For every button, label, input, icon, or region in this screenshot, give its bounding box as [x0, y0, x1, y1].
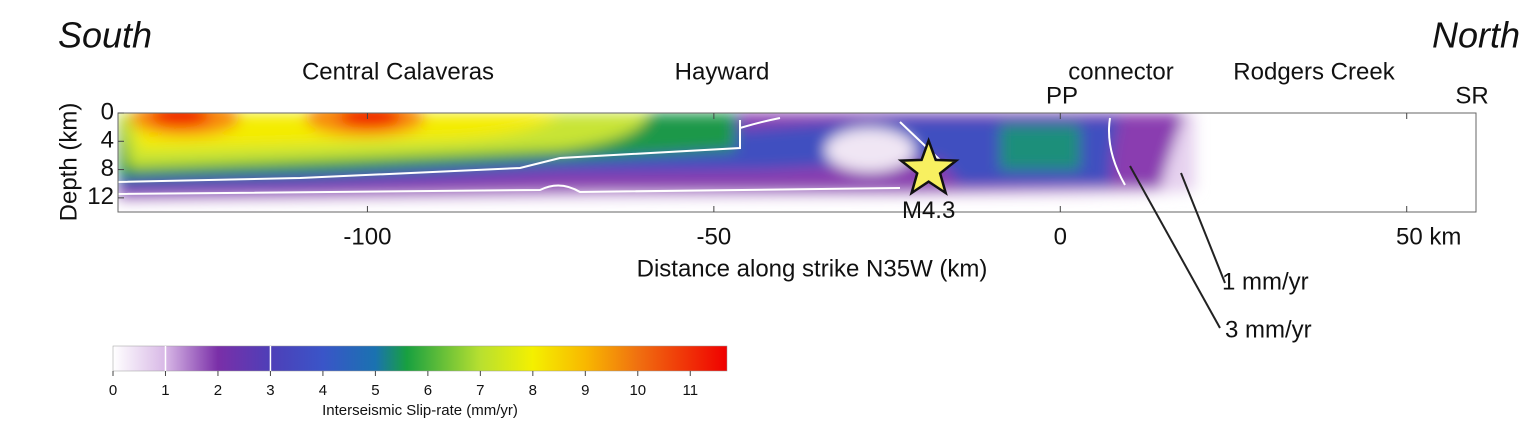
contour-label: 3 mm/yr	[1225, 316, 1312, 343]
colorbar-tick-label: 9	[581, 382, 589, 399]
x-axis-title: Distance along strike N35W (km)	[637, 255, 988, 282]
colorbar-tick-label: 0	[109, 382, 117, 399]
slip-field	[118, 113, 1195, 202]
contour-label: 1 mm/yr	[1222, 268, 1309, 295]
earthquake-star	[897, 136, 960, 196]
segment-label: Hayward	[675, 58, 770, 85]
segment-label: connector	[1068, 58, 1173, 85]
colorbar	[112, 345, 728, 372]
x-tick-label: 50 km	[1396, 223, 1461, 250]
colorbar-tick-label: 11	[682, 382, 698, 399]
north-label: North	[1432, 15, 1520, 56]
south-label: South	[58, 15, 152, 56]
colorbar-tick-label: 6	[424, 382, 432, 399]
colorbar-tick-label: 1	[161, 382, 169, 399]
y-tick-label: 4	[101, 127, 114, 154]
colorbar-tick-label: 3	[266, 382, 274, 399]
arrow	[1129, 165, 1221, 329]
y-tick-label: 12	[87, 183, 114, 210]
station-label: SR	[1455, 82, 1488, 109]
x-tick-label: -100	[343, 223, 391, 250]
colorbar-tick-label: 8	[529, 382, 537, 399]
colorbar-tick-label: 10	[629, 382, 646, 399]
x-tick-label: 0	[1054, 223, 1067, 250]
colorbar-tick-label: 7	[476, 382, 484, 399]
y-tick-label: 8	[101, 155, 114, 182]
station-label: PP	[1046, 82, 1078, 109]
segment-label: Rodgers Creek	[1233, 58, 1395, 85]
plot-frame	[117, 112, 1477, 213]
y-tick-label: 0	[101, 98, 114, 125]
segment-label: Central Calaveras	[302, 58, 494, 85]
y-axis-title: Depth (km)	[55, 103, 82, 222]
arrow	[1180, 172, 1226, 284]
colorbar-tick-label: 4	[319, 382, 327, 399]
x-tick-label: -50	[697, 223, 732, 250]
earthquake-label: M4.3	[902, 197, 955, 224]
colorbar-tick-label: 2	[214, 382, 222, 399]
colorbar-tick-label: 5	[371, 382, 379, 399]
colorbar-title: Interseismic Slip-rate (mm/yr)	[322, 402, 518, 419]
